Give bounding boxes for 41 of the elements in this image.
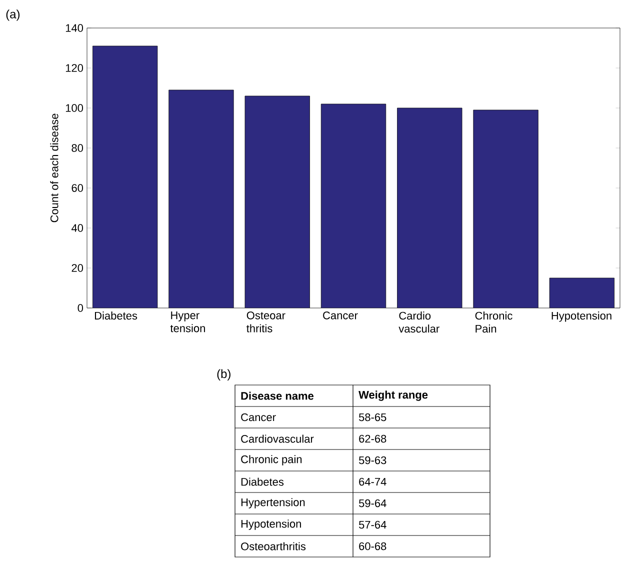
y-tick-label: 60 [72, 184, 84, 192]
y-tick-label: 80 [72, 144, 84, 152]
text: Cardiovascular [241, 434, 314, 443]
text: 64-74 [359, 478, 386, 486]
x-tick-label: Hyper tension [170, 312, 205, 332]
text: Hypertension [241, 498, 305, 508]
y-tick-label: 20 [72, 264, 84, 272]
y-axis-title: Count of each disease [50, 114, 58, 222]
bar [92, 46, 158, 308]
text: 59-64 [358, 499, 386, 508]
y-tick-label: 40 [71, 224, 84, 232]
text: Disease name [241, 392, 314, 400]
text: 60-68 [359, 542, 386, 550]
x-tick-label: Chronic Pain [475, 312, 512, 333]
y-tick-label: 120 [66, 64, 84, 72]
bar [549, 278, 614, 308]
text: Hypotension [241, 520, 301, 530]
text: Osteoarthritis [241, 542, 306, 550]
x-tick-label: Cardio vascular [398, 312, 440, 333]
y-tick-label: 0 [78, 304, 84, 312]
x-tick-label: Hypotension [552, 312, 612, 322]
bar [321, 104, 386, 308]
y-tick-label: 140 [66, 24, 84, 32]
bar [473, 110, 538, 308]
y-tick-label: 100 [66, 104, 84, 112]
text: Diabetes [241, 478, 284, 486]
text: 57-64 [358, 520, 386, 529]
chart-title: (a) [6, 10, 20, 21]
text: Weight range [358, 390, 428, 401]
text: 59-63 [358, 456, 386, 464]
bar [245, 96, 310, 308]
x-tick-label: Cancer [323, 312, 358, 320]
bar [168, 90, 234, 308]
text: 58-65 [358, 413, 386, 422]
text: (b) [217, 369, 230, 380]
text: 62-68 [359, 434, 386, 443]
text: Cancer [241, 413, 276, 422]
bar [397, 108, 462, 308]
x-tick-label: Osteoar thritis [246, 312, 286, 332]
text: Chronic pain [241, 455, 302, 466]
x-tick-label: Diabetes [94, 312, 138, 320]
